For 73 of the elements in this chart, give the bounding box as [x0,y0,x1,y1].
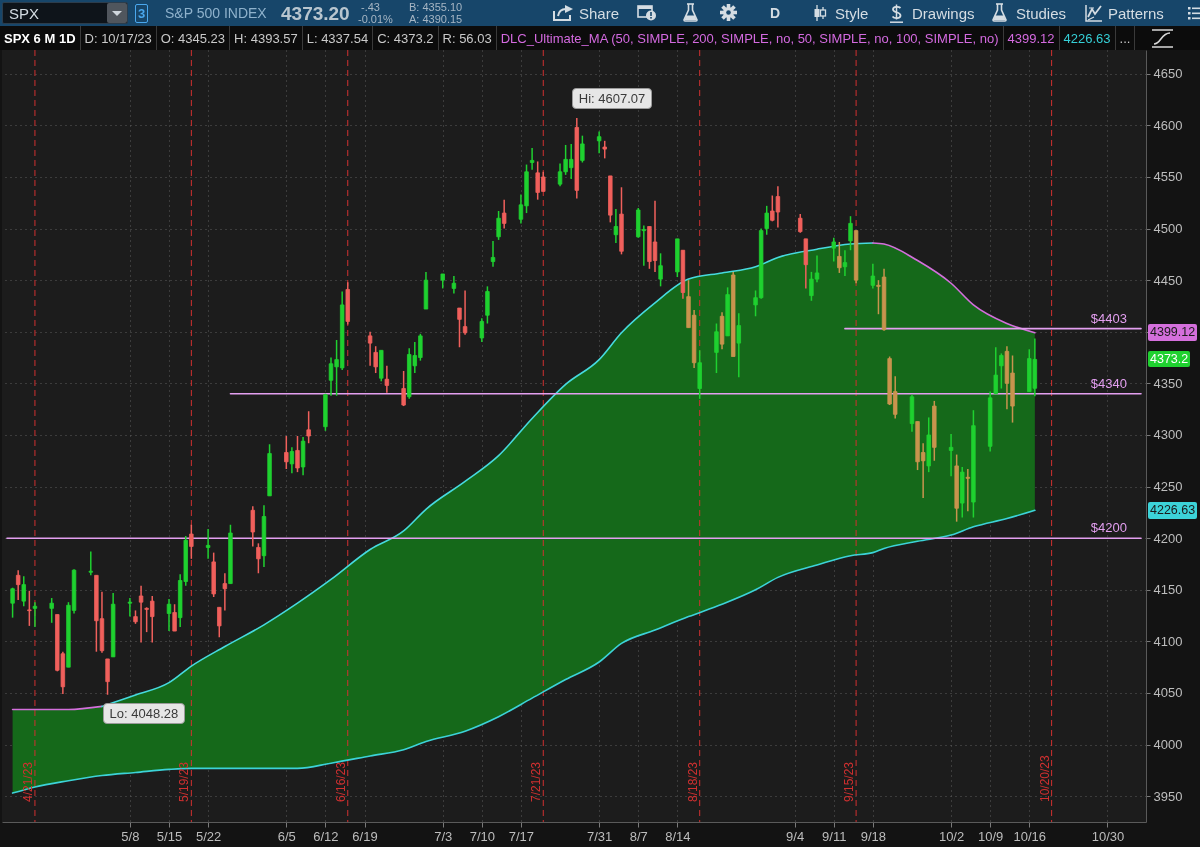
series-label: $4200 [1090,520,1127,536]
annotation: Hi: 4607.07 [571,88,653,110]
y2-tick-label: 4226.63 [1148,502,1198,519]
y-tick-label: 4250 [1153,479,1183,495]
ref-line-label: 4/21/23 [20,761,35,802]
annotation: Lo: 4048.28 [102,702,186,724]
ref-line-label: 6/16/23 [333,761,348,802]
text: SPX [9,5,40,22]
y-tick-label: 4500 [1153,221,1183,237]
text: -.43 [361,1,380,13]
y-tick-label: 4050 [1153,685,1183,701]
text: R: 56.03 [442,30,492,46]
x-tick-label: 10/16 [1013,828,1047,844]
text: D [770,5,781,21]
y-tick-label: 4650 [1153,66,1183,82]
x-tick-label: 5/15 [156,828,183,844]
y-tick-label: 4300 [1153,427,1183,443]
text: -0.01% [358,13,393,25]
x-tick-label: 9/18 [860,828,887,844]
ref-line-label: 5/19/23 [177,761,192,802]
y-tick-label: 4550 [1153,169,1183,185]
x-tick-label: 7/31 [586,828,613,844]
text: C: 4373.2 [377,30,434,46]
x-tick-label: 5/8 [121,828,140,844]
x-tick-label: 7/17 [508,828,535,844]
x-tick-label: 7/3 [434,828,453,844]
x-tick-label: 8/7 [629,828,648,844]
x-tick-label: 9/4 [786,828,805,844]
text: SPX 6 M 1D [4,30,76,46]
x-tick-label: 8/14 [665,828,691,844]
text: S&P 500 INDEX [165,5,267,21]
y-tick-label: 3950 [1153,788,1183,804]
x-tick-label: 10/30 [1091,828,1125,844]
text: ... [1119,30,1131,46]
x-tick-label: 7/10 [469,828,495,844]
y-tick-label: 4150 [1153,582,1183,598]
text: O: 4345.23 [160,30,226,46]
text: D: 10/17/23 [84,30,152,46]
text: Studies [1016,5,1067,22]
text: Drawings [912,5,975,22]
ref-line-label: 8/18/23 [685,761,700,802]
text: H: 4393.57 [234,30,298,46]
x-tick-label: 6/12 [313,828,339,844]
text: L: 4337.54 [306,30,369,46]
y2-tick-label: 4399.12 [1148,324,1198,341]
y-tick-label: 4200 [1153,530,1183,546]
x-tick-label: 6/5 [277,828,296,844]
text: 3 [135,4,149,23]
text: Share [579,5,620,22]
series-label: $4340 [1090,375,1127,391]
x-tick-label: 9/11 [822,828,847,844]
x-tick-label: 5/22 [195,828,222,844]
x-tick-label: 6/19 [352,828,378,844]
text: Patterns [1108,5,1164,22]
text: 4373.20 [281,3,350,24]
text: B: 4355.10 [409,1,463,13]
y-tick-label: 4600 [1153,117,1183,133]
y-tick-label: 4350 [1153,375,1183,391]
text: A: 4390.15 [409,13,463,25]
y-tick-label: 4450 [1153,272,1183,288]
series-label: $4403 [1090,310,1127,326]
y2-tick-label: 4373.2 [1148,350,1191,368]
text: 4226.63 [1063,30,1111,46]
text: Style [835,5,869,22]
ref-line-label: 10/20/23 [1037,754,1052,802]
ref-line-label: 7/21/23 [529,761,544,802]
y-tick-label: 4000 [1153,737,1183,753]
text: 4399.12 [1007,30,1055,46]
x-tick-label: 10/9 [978,828,1004,844]
ref-line-label: 9/15/23 [842,761,857,802]
x-tick-label: 10/2 [938,828,965,844]
text: DLC_Ultimate_MA (50, SIMPLE, 200, SIMPLE, no, 50, SIMPLE, no, 100, SIMPLE, no) [500,30,999,46]
y-tick-label: 4100 [1153,633,1183,649]
